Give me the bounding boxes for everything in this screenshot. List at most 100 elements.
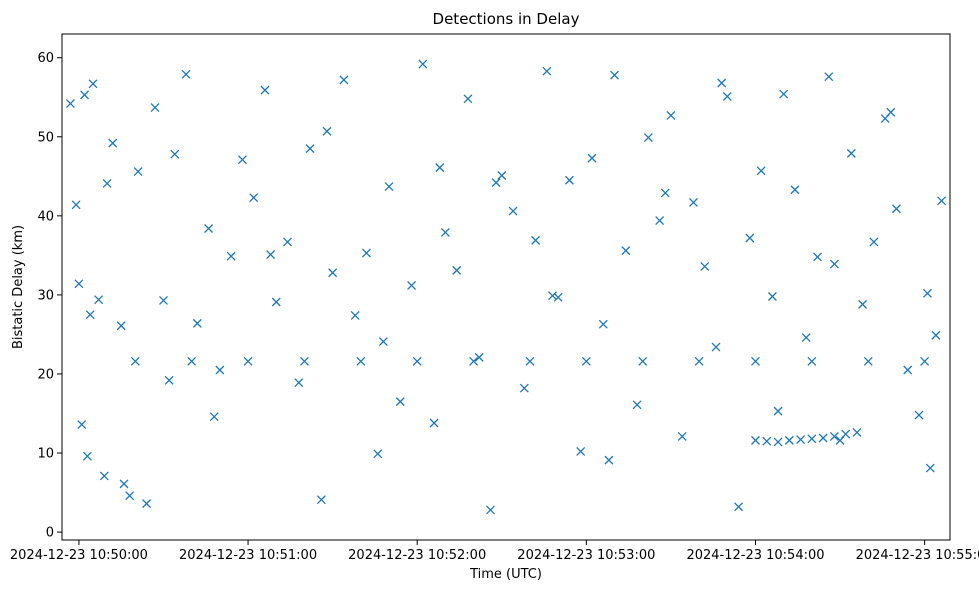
data-point xyxy=(717,78,727,88)
data-point xyxy=(666,110,676,120)
data-point xyxy=(142,499,152,509)
data-point xyxy=(801,333,811,343)
data-point xyxy=(469,356,479,366)
x-tick-label: 2024-12-23 10:51:00 xyxy=(179,548,317,563)
data-point xyxy=(435,163,445,173)
data-point xyxy=(322,126,332,136)
data-point xyxy=(192,318,202,328)
data-point xyxy=(576,446,586,456)
data-point xyxy=(922,288,932,298)
data-point xyxy=(722,91,732,101)
data-point xyxy=(852,428,862,437)
data-point xyxy=(638,356,648,366)
data-point xyxy=(858,299,868,309)
data-point xyxy=(294,378,304,388)
data-point xyxy=(159,295,168,305)
data-point xyxy=(497,171,507,180)
y-tick-label: 30 xyxy=(37,288,54,303)
data-point xyxy=(85,310,95,320)
data-point xyxy=(660,188,670,198)
data-point xyxy=(548,291,557,301)
data-point xyxy=(807,434,817,444)
data-point xyxy=(412,356,422,366)
data-point xyxy=(773,437,783,447)
x-tick-label: 2024-12-23 10:54:00 xyxy=(686,548,824,563)
y-tick-label: 20 xyxy=(37,367,54,382)
data-points xyxy=(65,59,947,515)
data-point xyxy=(604,455,614,465)
data-point xyxy=(824,72,834,82)
chart-title: Detections in Delay xyxy=(433,10,580,28)
data-point xyxy=(711,342,721,352)
data-point xyxy=(807,356,817,366)
data-point xyxy=(237,155,247,165)
data-point xyxy=(328,268,338,278)
data-point xyxy=(384,182,394,192)
data-point xyxy=(632,400,642,410)
data-point xyxy=(784,435,794,445)
data-point xyxy=(215,365,225,375)
data-point xyxy=(773,406,783,416)
data-point xyxy=(519,383,529,393)
y-tick-label: 10 xyxy=(37,447,54,462)
data-point xyxy=(130,356,140,366)
data-point xyxy=(65,99,75,109)
data-point xyxy=(491,178,501,188)
data-point xyxy=(181,69,191,79)
x-axis-label: Time (UTC) xyxy=(469,567,542,582)
data-point xyxy=(581,356,591,366)
data-point xyxy=(99,471,109,481)
data-point xyxy=(102,178,112,188)
data-point xyxy=(677,431,687,441)
data-point xyxy=(260,85,270,95)
data-point xyxy=(440,227,450,237)
data-point xyxy=(925,463,935,473)
data-point xyxy=(779,89,789,99)
data-point xyxy=(587,153,597,163)
data-point xyxy=(813,252,822,262)
data-point xyxy=(655,216,665,226)
data-point xyxy=(150,103,160,112)
data-point xyxy=(249,193,259,203)
data-point xyxy=(829,431,839,441)
data-point xyxy=(903,365,913,375)
data-point xyxy=(891,204,901,214)
y-tick-label: 60 xyxy=(37,51,54,66)
data-point xyxy=(937,196,947,206)
data-point xyxy=(694,356,704,366)
data-point xyxy=(486,505,495,515)
data-point xyxy=(610,70,619,80)
data-point xyxy=(751,356,760,366)
data-point xyxy=(689,197,698,207)
data-point xyxy=(204,224,214,233)
data-point xyxy=(818,433,828,443)
data-point xyxy=(886,107,896,117)
axes: 2024-12-23 10:50:00 2024-12-23 10:51:00 20… xyxy=(10,51,979,563)
y-axis-label: Bistatic Delay (km) xyxy=(11,225,26,349)
data-point xyxy=(226,251,236,261)
data-point xyxy=(452,265,462,275)
data-point xyxy=(243,356,253,366)
data-point xyxy=(108,138,118,148)
data-point xyxy=(598,319,608,329)
data-point xyxy=(356,356,366,366)
data-point xyxy=(361,248,371,258)
data-point xyxy=(299,356,309,366)
data-point xyxy=(790,185,800,195)
data-point xyxy=(767,292,777,301)
data-point xyxy=(531,235,541,245)
data-point xyxy=(316,495,326,505)
data-point xyxy=(119,479,129,489)
data-point xyxy=(209,412,219,422)
data-point xyxy=(829,259,839,269)
data-point xyxy=(77,420,87,430)
data-point xyxy=(133,167,143,177)
data-point xyxy=(339,75,349,85)
data-point xyxy=(116,321,126,331)
y-tick-label: 50 xyxy=(37,130,54,145)
data-point xyxy=(643,133,653,143)
data-point xyxy=(94,295,104,305)
data-point xyxy=(187,356,197,366)
